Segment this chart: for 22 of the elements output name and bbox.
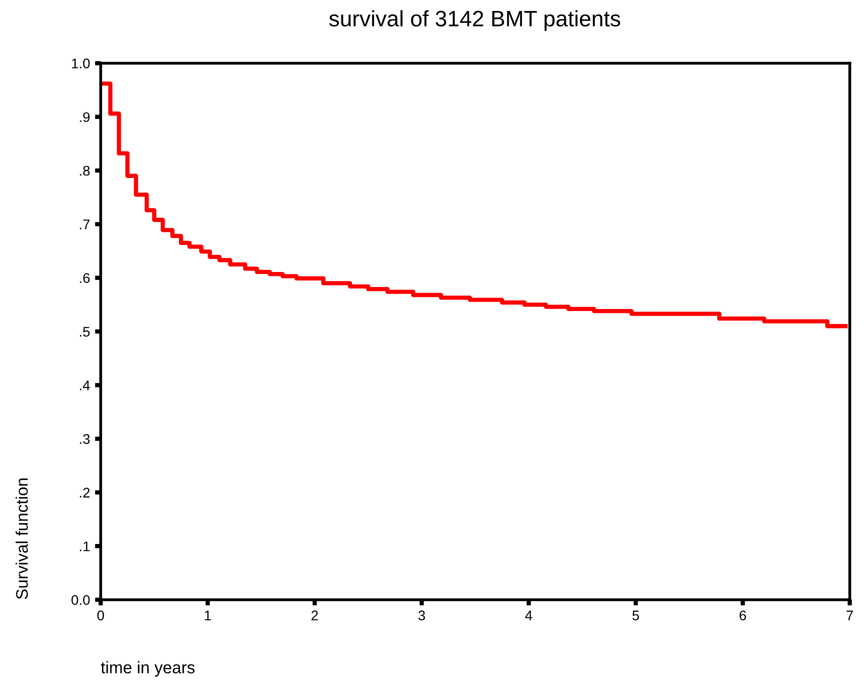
x-tick-label: 6 xyxy=(740,610,746,620)
y-tick-label: .5 xyxy=(80,326,90,337)
y-tick-label: 1.0 xyxy=(72,58,90,68)
y-tick-label: .3 xyxy=(80,434,90,444)
x-tick-label: 7 xyxy=(846,610,853,620)
y-tick-label: 0.0 xyxy=(72,595,90,605)
y-tick-label: .1 xyxy=(80,542,90,552)
x-axis-title: time in years xyxy=(100,661,195,677)
y-tick-label: .9 xyxy=(80,112,90,122)
x-tick-label: 0 xyxy=(97,610,104,620)
y-tick-label: .7 xyxy=(80,220,90,230)
x-tick-label: 5 xyxy=(632,610,640,620)
x-tick-label: 4 xyxy=(525,610,532,620)
x-tick-label: 2 xyxy=(312,610,318,620)
x-tick-label: 3 xyxy=(418,610,425,620)
y-tick-label: .6 xyxy=(80,273,90,283)
y-tick-label: .4 xyxy=(80,380,90,390)
chart-title: survival of 3142 BMT patients xyxy=(329,10,620,31)
x-tick-label: 1 xyxy=(204,610,211,620)
y-tick-label: .2 xyxy=(80,488,90,498)
y-axis-title: Survival function xyxy=(16,478,28,599)
y-tick-label: .8 xyxy=(80,166,90,176)
